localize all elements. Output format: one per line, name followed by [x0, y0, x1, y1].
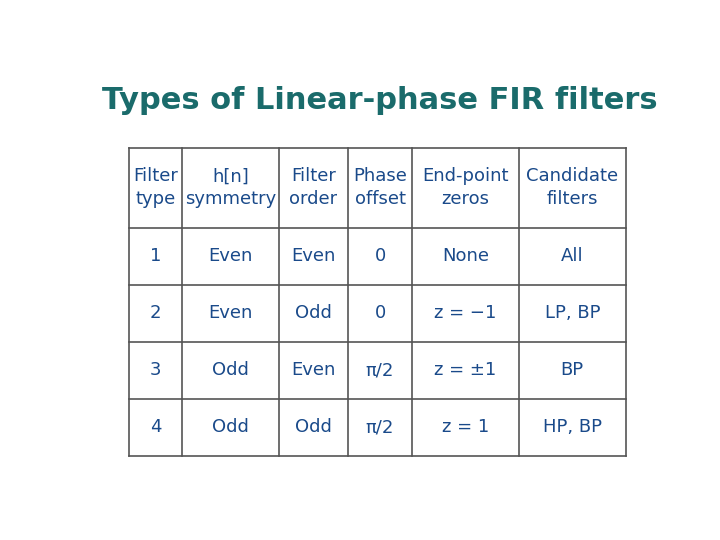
Text: 3: 3	[150, 361, 161, 379]
Text: Even: Even	[291, 247, 336, 265]
Text: Odd: Odd	[212, 418, 249, 436]
Text: h[n]
symmetry: h[n] symmetry	[185, 167, 276, 208]
Text: 1: 1	[150, 247, 161, 265]
Text: z = 1: z = 1	[442, 418, 489, 436]
Text: π/2: π/2	[366, 418, 395, 436]
Text: 0: 0	[374, 247, 386, 265]
Text: 0: 0	[374, 304, 386, 322]
Text: Types of Linear-phase FIR filters: Types of Linear-phase FIR filters	[102, 85, 658, 114]
Text: Even: Even	[291, 361, 336, 379]
Text: Candidate
filters: Candidate filters	[526, 167, 618, 208]
Text: z = ±1: z = ±1	[434, 361, 497, 379]
Text: Odd: Odd	[212, 361, 249, 379]
Text: Odd: Odd	[295, 418, 332, 436]
Text: Filter
order: Filter order	[289, 167, 338, 208]
Text: 2: 2	[150, 304, 161, 322]
Text: Even: Even	[208, 304, 253, 322]
Text: π/2: π/2	[366, 361, 395, 379]
Text: BP: BP	[561, 361, 584, 379]
Text: Phase
offset: Phase offset	[353, 167, 407, 208]
Text: LP, BP: LP, BP	[544, 304, 600, 322]
Text: Odd: Odd	[295, 304, 332, 322]
Text: Filter
type: Filter type	[133, 167, 178, 208]
Text: z = −1: z = −1	[434, 304, 497, 322]
Text: End-point
zeros: End-point zeros	[422, 167, 509, 208]
Text: All: All	[561, 247, 584, 265]
Text: HP, BP: HP, BP	[543, 418, 602, 436]
Text: Even: Even	[208, 247, 253, 265]
Text: None: None	[442, 247, 489, 265]
Text: 4: 4	[150, 418, 161, 436]
